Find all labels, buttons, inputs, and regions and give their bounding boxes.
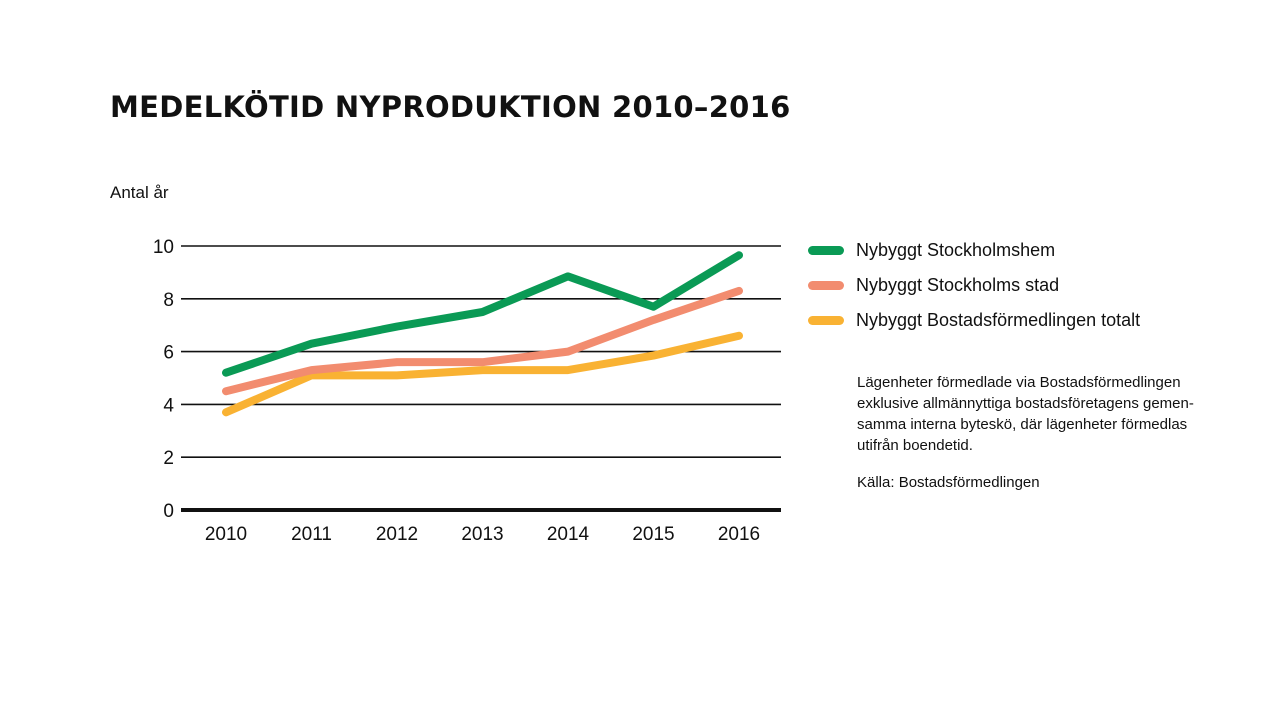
legend-label: Nybyggt Stockholmshem	[856, 240, 1056, 260]
legend-label: Nybyggt Bostadsförmedlingen totalt	[856, 310, 1141, 330]
legend-swatch	[808, 246, 844, 255]
x-tick-label: 2014	[547, 524, 590, 545]
series-lines	[222, 251, 743, 417]
legend-item-bostadsformedlingen: Nybyggt Bostadsförmedlingen totalt	[808, 303, 1140, 338]
legend-swatch	[808, 316, 844, 325]
x-tick-label: 2010	[205, 524, 247, 545]
legend: Nybyggt Stockholmshem Nybyggt Stockholms…	[808, 233, 1140, 338]
legend-label: Nybyggt Stockholms stad	[856, 275, 1060, 295]
footnote-line: Lägenheter förmedlade via Bostadsförmedl…	[857, 374, 1181, 391]
legend-item-stockholmshem: Nybyggt Stockholmshem	[808, 233, 1140, 268]
footnote-line: samma interna byteskö, där lägenheter fö…	[857, 416, 1188, 433]
series-line	[222, 251, 743, 377]
x-tick-label: 2011	[291, 524, 332, 545]
legend-swatch	[808, 281, 844, 290]
series-line	[222, 331, 743, 417]
y-tick-label: 0	[163, 501, 174, 522]
legend-item-stockholms-stad: Nybyggt Stockholms stad	[808, 268, 1140, 303]
y-tick-label: 2	[163, 448, 174, 469]
series-line	[222, 286, 743, 396]
y-tick-label: 6	[163, 343, 174, 364]
footnote-line: utifrån boendetid.	[857, 437, 973, 454]
x-tick-label: 2013	[461, 524, 503, 545]
y-tick-label: 8	[163, 290, 174, 311]
y-tick-label: 4	[163, 395, 174, 416]
chart-title: MEDELKÖTID NYPRODUKTION 2010–2016	[110, 90, 791, 124]
y-tick-label: 10	[153, 237, 174, 258]
y-tick-labels: 0 2 4 6 8 10	[153, 237, 175, 522]
x-tick-label: 2012	[376, 524, 418, 545]
footnote: Lägenheter förmedlade via Bostadsförmedl…	[857, 372, 1237, 493]
x-tick-labels: 2010 2011 2012 2013 2014 2015 2016	[205, 524, 760, 545]
y-axis-label: Antal år	[110, 183, 169, 202]
x-tick-label: 2015	[632, 524, 674, 545]
x-tick-label: 2016	[718, 524, 760, 545]
source-note: Källa: Bostadsförmedlingen	[857, 474, 1040, 491]
footnote-line: exklusive allmännyttiga bostadsföretagen…	[857, 395, 1194, 412]
